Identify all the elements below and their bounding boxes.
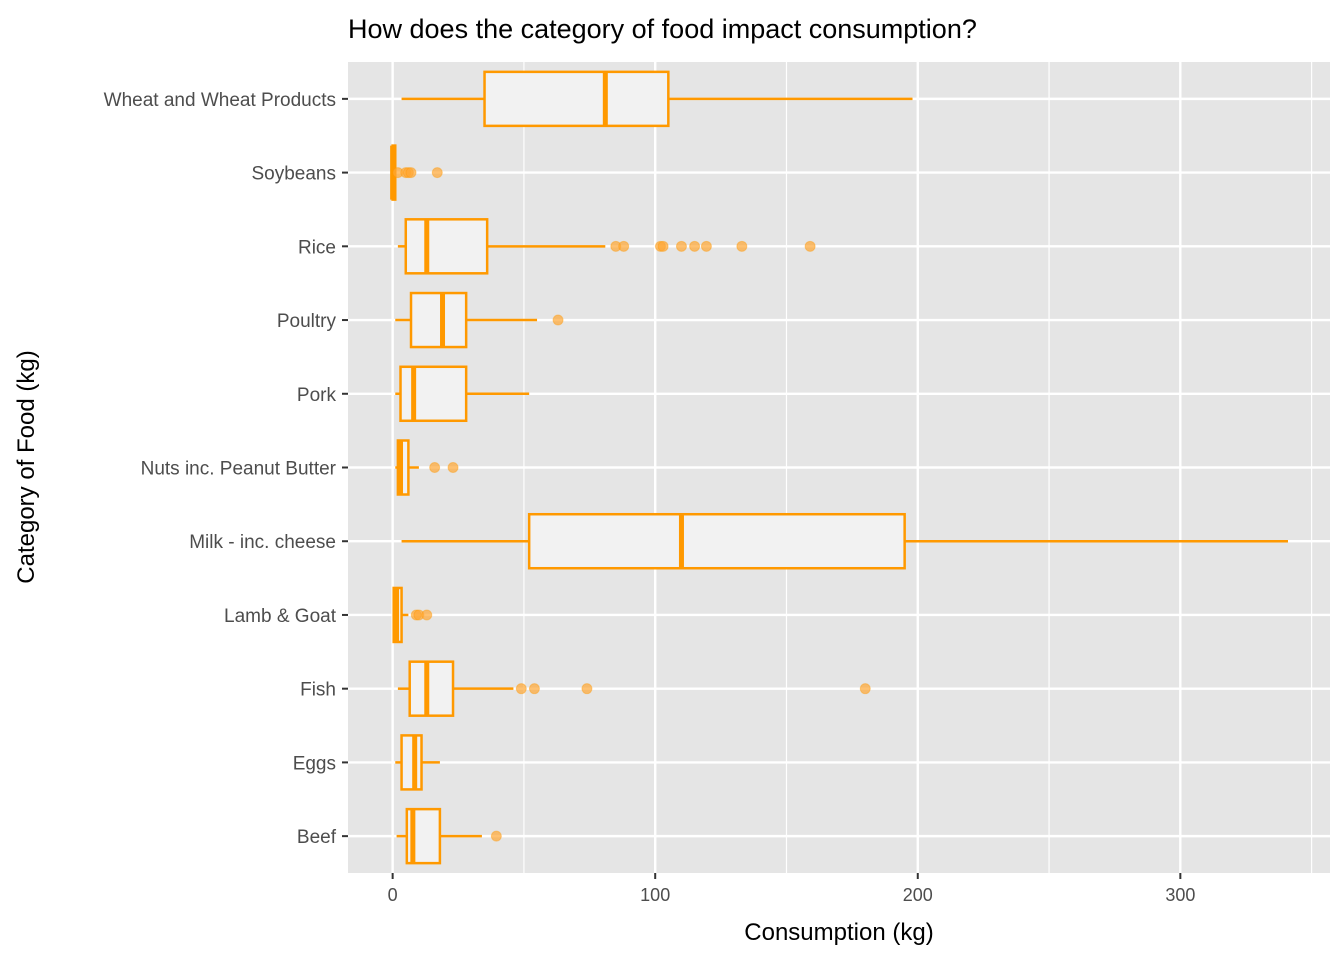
outlier-point (804, 240, 816, 252)
y-tick-label: Poultry (277, 311, 337, 332)
x-tick-label: 300 (1165, 885, 1195, 905)
outlier-point (581, 683, 593, 695)
x-tick-label: 0 (388, 885, 398, 905)
y-tick-label: Wheat and Wheat Products (104, 90, 336, 111)
outlier-point (528, 683, 540, 695)
boxes (390, 70, 1288, 865)
box-soybeans (390, 144, 443, 201)
outlier-point (490, 830, 502, 842)
outlier-point (552, 314, 564, 326)
y-tick-label: Rice (298, 237, 336, 258)
outlier-point (421, 609, 433, 621)
x-tick-label: 200 (903, 885, 933, 905)
outlier-point (515, 683, 527, 695)
y-tick-label: Soybeans (251, 164, 336, 185)
outlier-point (618, 240, 630, 252)
chart-title: How does the category of food impact con… (348, 14, 977, 44)
outlier-point (689, 240, 701, 252)
box-fish (397, 660, 871, 717)
outlier-point (447, 462, 459, 473)
box-iqr (409, 291, 468, 349)
x-tick-label: 100 (640, 885, 670, 905)
y-tick-label: Eggs (293, 753, 336, 774)
outlier-point (700, 240, 712, 252)
outlier-point (405, 167, 417, 179)
outlier-point (859, 683, 871, 695)
box-iqr (527, 512, 906, 570)
outlier-point (429, 462, 441, 473)
box-eggs (395, 734, 440, 791)
y-tick-label: Milk - inc. cheese (189, 532, 336, 553)
box-poultry (395, 291, 564, 349)
outlier-point (675, 240, 687, 252)
box-iqr (400, 734, 423, 791)
y-tick-label: Fish (300, 680, 336, 701)
gridlines (348, 62, 1330, 873)
box-iqr (408, 660, 455, 717)
box-iqr (404, 218, 489, 275)
y-tick-label: Lamb & Goat (224, 606, 337, 627)
box-nuts-inc-peanut-butter (395, 439, 459, 496)
box-iqr (483, 70, 670, 128)
outlier-point (431, 167, 443, 179)
box-wheat-and-wheat-products (401, 70, 913, 128)
y-tick-label: Nuts inc. Peanut Butter (141, 459, 337, 480)
box-iqr (396, 439, 410, 496)
box-iqr (399, 365, 468, 423)
y-tick-label: Pork (297, 385, 337, 406)
axes: 0 100 200 300 Beef Eggs Fish Lamb & Goat Milk - … (104, 90, 1196, 905)
box-lamb-goat (392, 586, 433, 644)
box-rice (397, 218, 816, 275)
outlier-point (736, 240, 748, 252)
outlier-point (657, 240, 669, 252)
x-axis-label: Consumption (kg) (744, 919, 933, 946)
y-axis-label: Category of Food (kg) (13, 350, 40, 583)
box-beef (396, 807, 502, 865)
y-tick-label: Beef (297, 827, 337, 848)
box-milk-inc-cheese (401, 512, 1288, 570)
box-pork (395, 365, 530, 423)
